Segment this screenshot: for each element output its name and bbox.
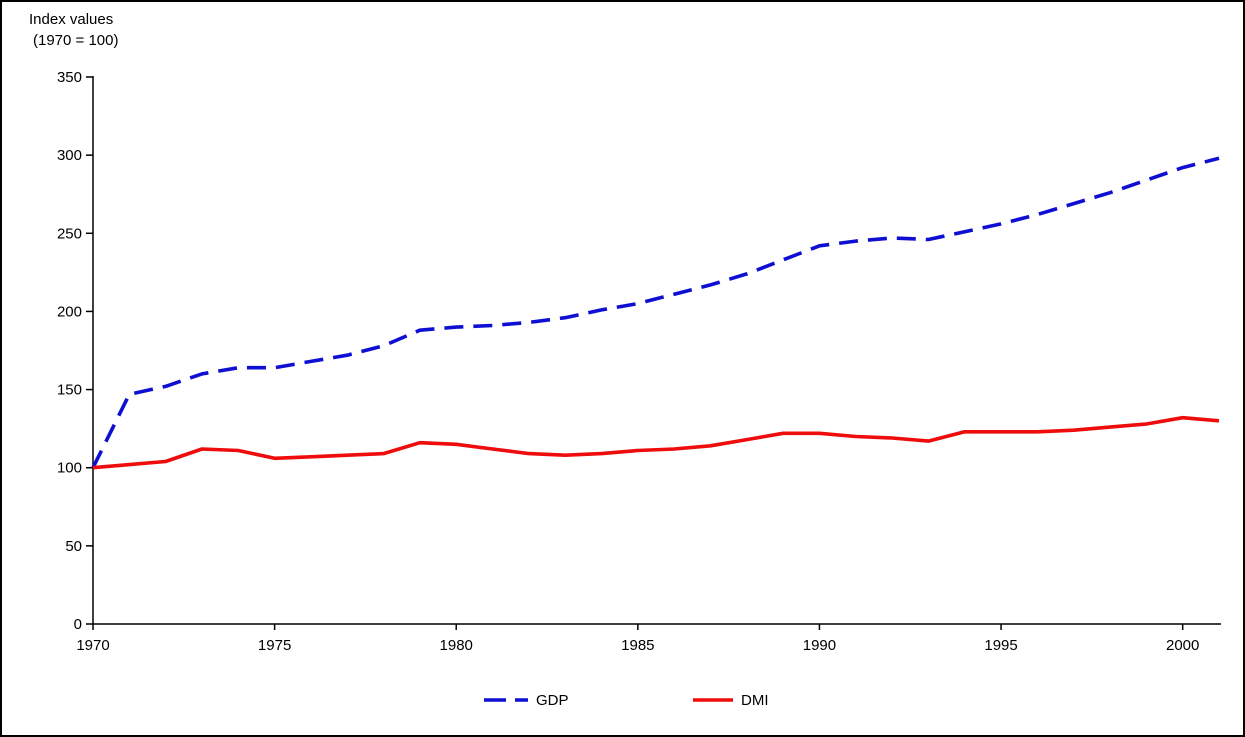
y-tick-label: 50 bbox=[65, 538, 82, 555]
x-tick-label: 1970 bbox=[76, 637, 109, 654]
legend-item-dmi: DMI bbox=[692, 691, 769, 709]
y-axis-title: Index values (1970 = 100) bbox=[29, 9, 118, 51]
dmi-line bbox=[92, 415, 1220, 470]
gdp-line bbox=[91, 156, 1220, 469]
y-axis-title-line1: Index values bbox=[29, 11, 114, 28]
y-tick-label: 150 bbox=[57, 382, 82, 399]
legend-label-gdp: GDP bbox=[536, 691, 569, 709]
y-tick-label: 300 bbox=[57, 147, 82, 164]
gdp-dashed-line-sample bbox=[484, 698, 528, 702]
y-tick-label: 250 bbox=[57, 225, 82, 242]
x-tick-label: 2000 bbox=[1166, 637, 1199, 654]
y-tick-label: 100 bbox=[57, 460, 82, 477]
y-tick-label: 350 bbox=[57, 69, 82, 86]
legend-item-gdp: GDP bbox=[483, 691, 569, 709]
dmi-solid-line-sample bbox=[693, 698, 733, 702]
x-tick-label: 1975 bbox=[258, 637, 291, 654]
y-axis-title-line2: (1970 = 100) bbox=[33, 32, 119, 49]
legend-label-dmi: DMI bbox=[741, 691, 769, 709]
y-tick-label: 0 bbox=[74, 616, 82, 633]
x-tick-label: 1995 bbox=[984, 637, 1017, 654]
y-tick-label: 200 bbox=[57, 303, 82, 320]
x-tick-label: 1985 bbox=[621, 637, 654, 654]
x-tick-label: 1980 bbox=[440, 637, 473, 654]
x-tick-label: 1990 bbox=[803, 637, 836, 654]
